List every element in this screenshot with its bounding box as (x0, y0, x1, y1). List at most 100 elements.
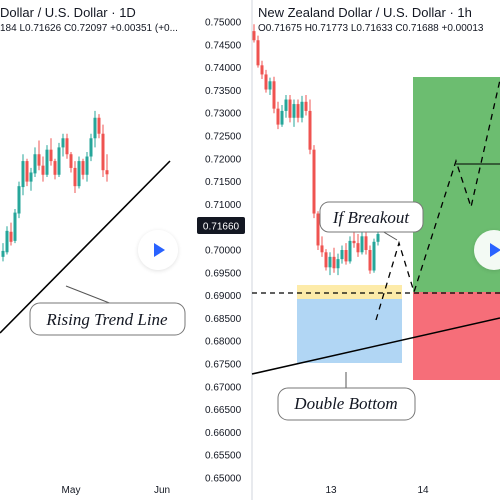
candlestick (81, 158, 85, 180)
candlestick (73, 161, 77, 193)
candlestick (45, 145, 49, 178)
support-trend-line[interactable] (251, 317, 500, 375)
play-icon (154, 243, 165, 257)
candle-body (352, 240, 356, 244)
play-icon (490, 243, 500, 257)
candle-body (93, 117, 97, 139)
candle-body (292, 104, 296, 118)
candlestick (332, 247, 336, 273)
candle-body (29, 172, 33, 182)
candlestick (320, 236, 324, 257)
candlestick (284, 94, 288, 118)
price-tick-label: 0.72000 (205, 154, 242, 165)
candlestick (93, 110, 97, 148)
candle-body (9, 231, 13, 242)
candle-body (45, 149, 49, 175)
price-tick-label: 0.66500 (205, 405, 242, 416)
candle-body (13, 212, 17, 241)
time-tick-label: 14 (417, 485, 429, 496)
candle-body (328, 256, 332, 268)
candle-body (37, 154, 41, 166)
candle-body (356, 243, 360, 253)
candle-body (101, 133, 105, 171)
candle-body (360, 236, 364, 253)
candlestick (328, 252, 332, 276)
candlestick (37, 140, 41, 171)
candle-body (340, 250, 344, 260)
last-price-tag-bg (197, 217, 245, 234)
price-tick-label: 0.65000 (205, 474, 242, 485)
candle-body (1, 250, 5, 257)
candlestick (77, 156, 81, 189)
double-bottom-label: Double Bottom (293, 394, 397, 413)
candle-body (288, 99, 292, 118)
candle-body (344, 250, 348, 262)
right-time-axis[interactable]: 13 14 (325, 485, 429, 496)
candle-body (260, 65, 264, 75)
price-tick-label: 0.73000 (205, 109, 242, 120)
candle-body (85, 156, 89, 175)
candle-body (33, 154, 37, 174)
candle-body (316, 213, 320, 246)
play-button-right[interactable] (474, 230, 500, 270)
candlestick (101, 124, 105, 178)
left-annotation-pointer (65, 285, 113, 305)
price-tick-label: 0.69500 (205, 268, 242, 279)
left-chart-title: Dollar / U.S. Dollar · 1D (0, 5, 136, 20)
price-tick-label: 0.75000 (205, 18, 242, 29)
price-tick-label: 0.65500 (205, 451, 242, 462)
candlestick (69, 151, 73, 173)
candlestick (356, 234, 360, 257)
candle-body (5, 230, 9, 253)
candle-body (57, 147, 61, 175)
left-time-axis[interactable]: May Jun (62, 485, 171, 496)
price-tick-label: 0.73500 (205, 86, 242, 97)
play-button-left[interactable] (138, 230, 178, 270)
candle-body (312, 149, 316, 214)
rising-trend-line[interactable] (0, 160, 171, 334)
candlestick (296, 99, 300, 123)
time-tick-label: Jun (154, 485, 170, 496)
candlestick (292, 99, 296, 127)
candle-body (252, 31, 256, 41)
candlestick (268, 77, 272, 95)
candlestick (264, 69, 268, 93)
stop-zone-red (413, 292, 500, 380)
candlestick (9, 222, 13, 246)
candlestick (61, 133, 65, 157)
candle-body (53, 161, 57, 175)
candlestick (1, 243, 5, 262)
candle-body (368, 250, 372, 271)
last-price-label: 0.71660 (203, 222, 240, 233)
candle-body (264, 74, 268, 90)
rising-trend-line-label: Rising Trend Line (45, 310, 168, 329)
price-tick-label: 0.74500 (205, 40, 242, 51)
candlestick (57, 142, 61, 178)
candlestick (372, 238, 376, 273)
left-candles (1, 110, 109, 262)
candlestick (53, 158, 57, 180)
candlestick (105, 154, 109, 182)
price-tick-label: 0.72500 (205, 132, 242, 143)
candle-body (272, 81, 276, 109)
price-tick-label: 0.68000 (205, 337, 242, 348)
candlestick (304, 94, 308, 116)
candlestick (29, 167, 33, 191)
candle-body (69, 154, 73, 168)
left-chart-header: Dollar / U.S. Dollar · 1D 184 L0.71626 C… (0, 5, 198, 34)
candle-body (308, 110, 312, 150)
price-tick-label: 0.67000 (205, 382, 242, 393)
price-tick-label: 0.74000 (205, 63, 242, 74)
candle-body (73, 167, 77, 187)
price-tick-label: 0.67500 (205, 360, 242, 371)
candle-body (105, 170, 109, 175)
left-price-axis[interactable]: 0.75000 0.74500 0.74000 0.73500 0.73000 0.725… (205, 18, 242, 485)
candle-body (296, 104, 300, 118)
candlestick (89, 133, 93, 162)
candle-body (304, 101, 308, 111)
candle-body (89, 138, 93, 157)
right-candles (252, 24, 380, 276)
candlestick (41, 156, 45, 182)
candle-body (332, 256, 336, 269)
